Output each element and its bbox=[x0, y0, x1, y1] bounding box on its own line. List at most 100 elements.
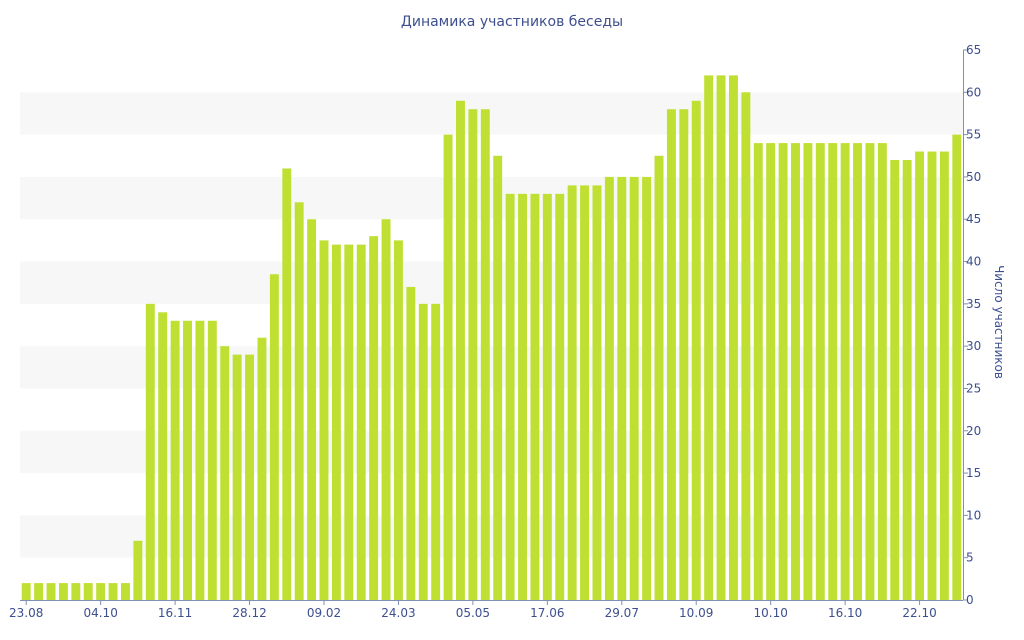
grid-band bbox=[20, 92, 963, 135]
bar bbox=[108, 583, 118, 600]
bar bbox=[331, 244, 341, 600]
y-tick-label: 65 bbox=[966, 43, 981, 57]
x-tick-label: 10.10 bbox=[753, 606, 787, 620]
bar bbox=[282, 168, 292, 600]
y-tick-label: 20 bbox=[966, 424, 981, 438]
bar bbox=[629, 176, 639, 600]
bar bbox=[170, 320, 180, 600]
y-tick-label: 10 bbox=[966, 508, 981, 522]
x-tick-label: 29.07 bbox=[605, 606, 639, 620]
bar bbox=[927, 151, 937, 601]
bar bbox=[480, 109, 490, 600]
bar bbox=[319, 240, 329, 600]
bar bbox=[34, 583, 44, 600]
bar bbox=[654, 155, 664, 600]
bar bbox=[83, 583, 93, 600]
bar bbox=[853, 143, 862, 601]
bar bbox=[232, 354, 242, 600]
bar bbox=[766, 143, 776, 601]
y-axis-title: Число участников bbox=[992, 265, 1006, 379]
bar bbox=[418, 303, 428, 600]
y-tick-label: 25 bbox=[966, 381, 981, 395]
chart-title: Динамика участников беседы bbox=[400, 14, 624, 30]
bar bbox=[828, 143, 838, 601]
bar bbox=[431, 303, 441, 600]
bar bbox=[580, 185, 590, 600]
bar bbox=[902, 160, 912, 600]
y-tick-label: 0 bbox=[966, 593, 974, 607]
bar bbox=[133, 540, 143, 600]
bar bbox=[890, 160, 900, 600]
bar bbox=[592, 185, 602, 600]
bar bbox=[245, 354, 255, 600]
bar bbox=[642, 176, 652, 600]
bar bbox=[393, 240, 403, 600]
y-tick-label: 60 bbox=[966, 85, 981, 99]
bar bbox=[257, 337, 267, 600]
y-tick-label: 45 bbox=[966, 212, 981, 226]
bar bbox=[617, 176, 627, 600]
bar bbox=[356, 244, 366, 600]
bar bbox=[840, 143, 850, 601]
y-tick-label: 5 bbox=[966, 551, 974, 565]
bar bbox=[96, 583, 106, 600]
y-tick-label: 55 bbox=[966, 128, 981, 142]
x-tick-label: 28.12 bbox=[232, 606, 266, 620]
bar bbox=[58, 583, 68, 600]
bar bbox=[518, 193, 527, 600]
x-tick-label: 23.08 bbox=[9, 606, 43, 620]
bar bbox=[567, 185, 577, 600]
bar bbox=[952, 134, 962, 600]
y-axis: 0 5 10 15 20 25 30 35 40 45 50 55 60 65 bbox=[963, 43, 981, 607]
x-tick-label: 24.03 bbox=[381, 606, 415, 620]
bar bbox=[369, 236, 379, 600]
bar bbox=[716, 75, 726, 600]
bar bbox=[46, 583, 56, 600]
bar bbox=[121, 583, 130, 600]
bar bbox=[269, 274, 279, 600]
bar bbox=[666, 109, 676, 600]
bar bbox=[704, 75, 714, 600]
x-tick-label: 17.06 bbox=[530, 606, 564, 620]
x-tick-label: 16.11 bbox=[158, 606, 192, 620]
x-tick-label: 05.05 bbox=[456, 606, 490, 620]
bar bbox=[294, 202, 304, 601]
bar bbox=[307, 219, 317, 600]
x-tick-label: 16.10 bbox=[828, 606, 862, 620]
bar bbox=[456, 100, 465, 601]
bar bbox=[505, 193, 515, 600]
y-tick-label: 40 bbox=[966, 255, 981, 269]
x-tick-label: 22.10 bbox=[902, 606, 936, 620]
bar bbox=[183, 320, 192, 600]
y-tick-label: 35 bbox=[966, 297, 981, 311]
bar bbox=[220, 346, 230, 600]
bar bbox=[207, 320, 217, 600]
y-tick-label: 30 bbox=[966, 339, 981, 353]
bar bbox=[691, 100, 701, 601]
bar bbox=[542, 193, 552, 600]
bar bbox=[679, 109, 689, 600]
bar bbox=[939, 151, 949, 601]
bar bbox=[728, 75, 738, 600]
bar bbox=[344, 244, 354, 600]
bar bbox=[158, 312, 168, 600]
bar bbox=[791, 143, 800, 601]
bar bbox=[145, 303, 155, 600]
bar bbox=[604, 176, 614, 600]
bar bbox=[803, 143, 813, 601]
bar bbox=[741, 92, 751, 601]
y-tick-label: 15 bbox=[966, 466, 981, 480]
bar bbox=[877, 143, 887, 601]
bar bbox=[195, 320, 205, 600]
bar bbox=[865, 143, 875, 601]
bar bbox=[753, 143, 763, 601]
y-tick-label: 50 bbox=[966, 170, 981, 184]
x-tick-label: 10.09 bbox=[679, 606, 713, 620]
bar bbox=[21, 583, 31, 600]
bar bbox=[406, 286, 416, 600]
x-tick-label: 09.02 bbox=[307, 606, 341, 620]
bar bbox=[530, 193, 540, 600]
bar bbox=[555, 193, 565, 600]
x-tick-label: 04.10 bbox=[83, 606, 117, 620]
